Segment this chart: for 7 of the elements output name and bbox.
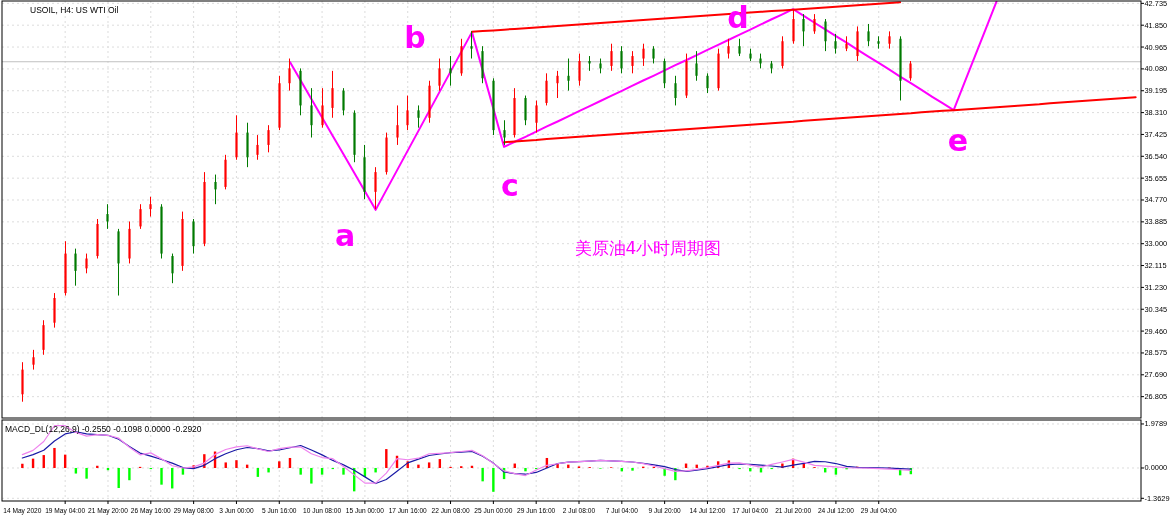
annotation: c: [501, 167, 519, 203]
annotation: b: [404, 19, 426, 55]
annotation: e: [947, 122, 969, 158]
text: USOIL, H4: US WTI Oil: [30, 5, 119, 15]
annotation: 美原油4小时周期图: [574, 238, 722, 258]
text: MACD_DL(12,26,9) -0.2550 -0.1098 0.0000 -0.2920: [5, 424, 202, 434]
annotation: a: [334, 217, 356, 253]
